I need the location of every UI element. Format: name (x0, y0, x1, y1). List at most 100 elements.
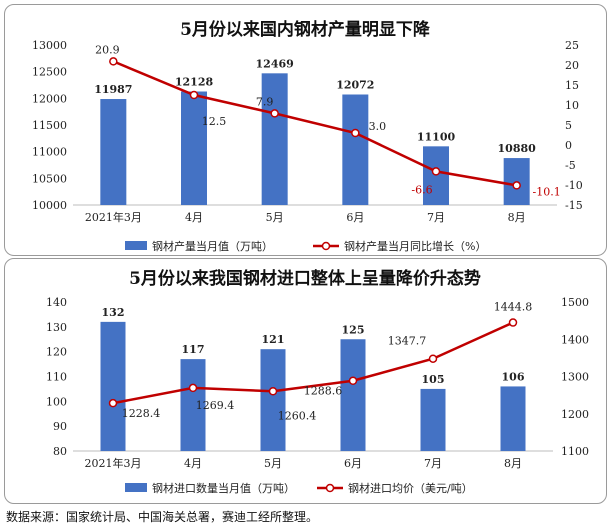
x-tick-label: 4月 (185, 211, 203, 224)
production-line-point (270, 109, 279, 118)
import-line (112, 321, 514, 405)
x-tick-label: 8月 (504, 457, 522, 470)
x-tick-label: 5月 (266, 211, 284, 224)
production-bar-label: 12072 (336, 78, 374, 91)
production-bar (181, 91, 207, 205)
legend-bar-swatch (125, 483, 147, 492)
x-tick-label: 6月 (344, 457, 362, 470)
production-line-label: -6.6 (411, 183, 432, 196)
production-bar-label: 11100 (417, 130, 456, 143)
y-left-tick-label: 12500 (32, 66, 67, 79)
legend-line-marker (325, 483, 335, 493)
import-bar-label: 106 (502, 370, 525, 383)
y-left-tick-label: 80 (53, 445, 67, 458)
import-bar-label: 105 (422, 373, 445, 386)
production-bar-label: 12128 (175, 76, 214, 89)
production-bar-label: 12469 (256, 57, 294, 70)
import-line-label: 1269.4 (196, 399, 235, 412)
import-bar-label: 125 (342, 323, 365, 336)
y-left-tick-label: 13000 (32, 39, 67, 52)
y-right-tick-label: 1200 (561, 408, 589, 421)
production-bar (423, 146, 449, 205)
production-line-point (351, 128, 360, 138)
production-line-label: 3.0 (369, 120, 387, 133)
x-tick-label: 2021年3月 (85, 456, 142, 470)
production-line-point (512, 181, 521, 190)
import-line-point (268, 387, 278, 396)
production-line-label: -10.1 (533, 185, 561, 198)
y-left-tick-label: 120 (46, 346, 67, 359)
y-left-tick-label: 140 (46, 296, 67, 309)
legend-bar-label: 钢材产量当月值（万吨） (152, 239, 273, 253)
production-bar-label: 10880 (498, 142, 537, 155)
import-line-point (508, 318, 518, 327)
import-line-label: 1260.4 (278, 409, 317, 422)
y-right-tick-label: -15 (565, 199, 583, 212)
import-bar (340, 339, 366, 451)
production-bar-label: 11987 (94, 83, 132, 96)
legend-line-label: 钢材产量当月同比增长（%） (344, 239, 486, 253)
import-bar (100, 321, 126, 451)
legend-line-marker (321, 241, 331, 251)
x-tick-label: 2021年3月 (85, 210, 142, 224)
y-right-tick-label: 0 (565, 139, 572, 152)
y-left-tick-label: 11500 (32, 119, 67, 132)
production-bar (261, 73, 288, 205)
y-left-tick-label: 12000 (32, 92, 67, 105)
source-note: 数据来源：国家统计局、中国海关总署，赛迪工经所整理。 (6, 510, 319, 524)
x-tick-label: 4月 (184, 457, 202, 470)
production-bar (342, 94, 369, 205)
legend-bar-label: 钢材进口数量当月值（万吨） (152, 481, 295, 495)
y-right-tick-label: 1500 (561, 296, 589, 309)
x-tick-label: 5月 (264, 457, 282, 470)
y-left-tick-label: 100 (46, 395, 67, 408)
import-line-label: 1288.6 (304, 385, 343, 398)
import-bar (420, 388, 446, 451)
import-bar (500, 386, 526, 451)
legend-line-label: 钢材进口均价（美元/吨） (348, 481, 473, 495)
y-right-tick-label: 15 (565, 79, 579, 92)
import-line-label: 1347.7 (388, 335, 427, 348)
y-right-tick-label: 25 (565, 39, 579, 52)
y-left-tick-label: 10500 (32, 172, 67, 185)
production-line-point (431, 167, 441, 176)
x-tick-label: 7月 (424, 457, 442, 470)
import-line-point (428, 354, 438, 363)
x-tick-label: 8月 (508, 211, 526, 224)
production-line-label: 7.9 (256, 95, 274, 108)
y-left-tick-label: 11000 (32, 146, 67, 159)
chart-panel-import: 5月份以来我国钢材进口整体上呈量降价升态势 80 90 100 110 120 130 140… (4, 258, 607, 504)
y-left-tick-label: 10000 (32, 199, 67, 212)
import-bar (260, 349, 286, 451)
y-right-tick-label: 1100 (561, 445, 589, 458)
y-right-tick-label: 10 (565, 99, 579, 112)
production-line-label: 12.5 (202, 115, 227, 128)
production-line-point (189, 90, 199, 100)
import-line-point (108, 398, 118, 408)
import-chart: 5月份以来我国钢材进口整体上呈量降价升态势 80 90 100 110 120 130 140… (46, 268, 589, 495)
import-bar-label: 117 (182, 343, 205, 356)
import-line-label: 1444.8 (494, 301, 533, 314)
production-line-label: 20.9 (95, 43, 120, 56)
production-line-point (109, 57, 118, 66)
y-right-tick-label: -10 (565, 179, 583, 192)
legend-bar-swatch (125, 241, 147, 250)
y-right-tick-label: 20 (565, 59, 579, 72)
import-bar-label: 132 (102, 306, 125, 319)
production-bar (100, 99, 127, 205)
y-right-tick-label: 1300 (561, 371, 589, 384)
production-line (112, 60, 517, 187)
import-bar (180, 359, 206, 451)
chart-title: 5月份以来我国钢材进口整体上呈量降价升态势 (129, 268, 481, 289)
import-line-label: 1228.4 (122, 407, 161, 420)
x-tick-label: 6月 (346, 211, 364, 224)
production-chart: 5月份以来国内钢材产量明显下降 10000 10500 11000 11500 12000… (32, 19, 583, 253)
y-left-tick-label: 130 (46, 321, 67, 334)
chart-panel-production: 5月份以来国内钢材产量明显下降 10000 10500 11000 11500 12000… (4, 4, 607, 256)
import-line-point (188, 383, 198, 393)
import-line-point (348, 376, 358, 385)
y-right-tick-label: 5 (565, 119, 572, 132)
chart-title: 5月份以来国内钢材产量明显下降 (180, 19, 431, 40)
y-right-tick-label: 1400 (561, 333, 589, 346)
y-left-tick-label: 90 (53, 420, 67, 433)
